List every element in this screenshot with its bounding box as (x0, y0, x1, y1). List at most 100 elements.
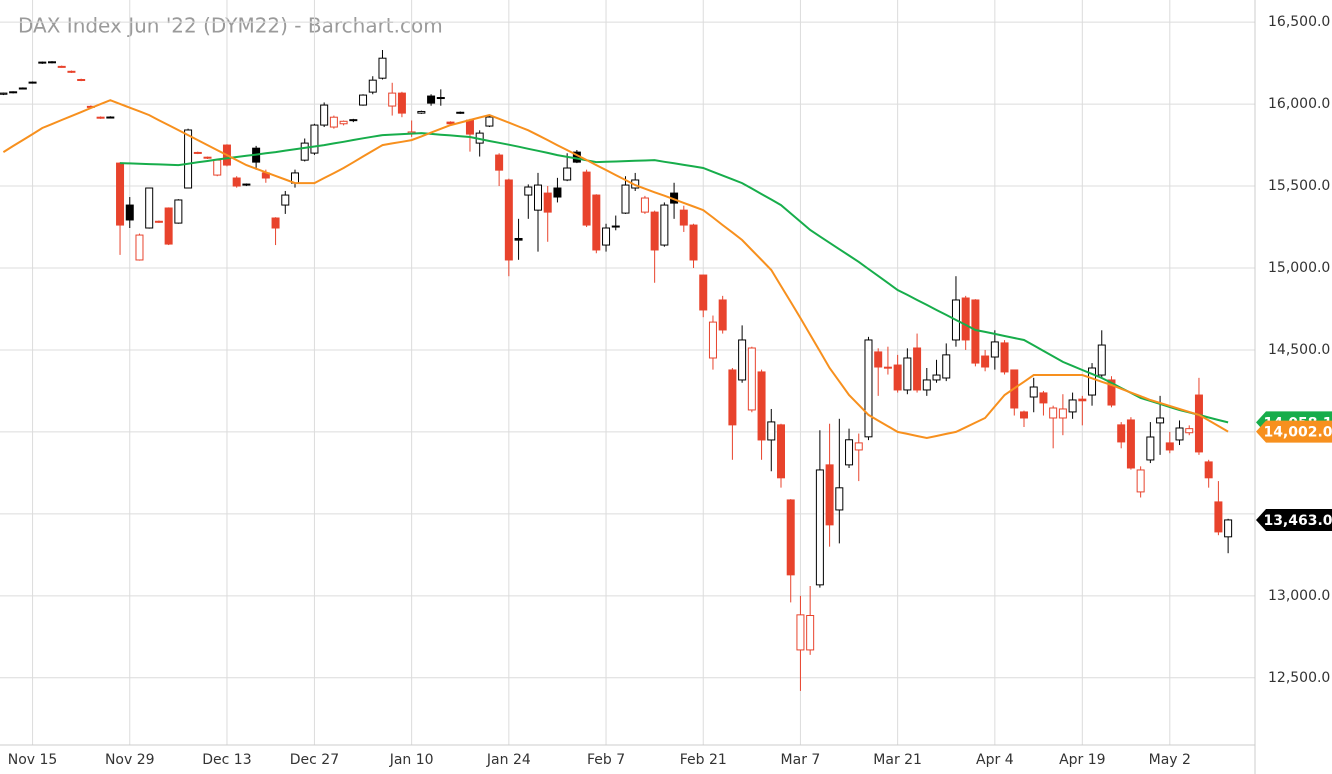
candle-body (534, 184, 542, 211)
candle-body (9, 91, 18, 94)
candle-body (368, 79, 377, 93)
candle-body (446, 121, 455, 125)
candle-body (845, 439, 854, 466)
ma-price-tag (1256, 420, 1332, 443)
candle-body (913, 347, 922, 391)
candle-body (1049, 407, 1058, 419)
x-tick-label: May 2 (1149, 752, 1191, 768)
candle-body (320, 104, 329, 126)
candle-body (932, 374, 941, 381)
candle-body (213, 159, 222, 176)
candle-body (281, 194, 290, 206)
candle-body (1185, 428, 1194, 434)
x-tick-label: Jan 24 (486, 752, 531, 768)
candle-body (893, 364, 902, 391)
candle-body (485, 116, 494, 127)
candle-body (777, 424, 785, 479)
y-tick-label: 12,500.0 (1268, 670, 1330, 686)
candle-body (1068, 399, 1077, 413)
candle-body (310, 124, 319, 154)
candle-body (611, 225, 620, 228)
x-tick-label: Apr 19 (1059, 752, 1105, 768)
candle-body (689, 224, 698, 261)
candle-body (1194, 394, 1203, 453)
candle-body (582, 171, 591, 226)
candle-body (1126, 419, 1135, 469)
candle-body (145, 187, 154, 229)
candle-body (359, 94, 368, 106)
candle-body (1117, 424, 1126, 443)
x-tick-label: Apr 4 (976, 752, 1014, 768)
candle-body (524, 186, 533, 196)
candles (0, 49, 1233, 691)
candle-body (349, 119, 358, 122)
candle-body (767, 421, 776, 441)
candle-body (106, 116, 115, 119)
moving-average-line (2, 99, 1229, 440)
candle-body (504, 179, 513, 261)
candle-body (835, 487, 844, 511)
candle-body (77, 78, 86, 81)
candle-body (514, 237, 523, 241)
y-tick-label: 16,500.0 (1268, 14, 1330, 30)
candle-body (543, 192, 552, 213)
candle-body (738, 339, 747, 381)
grid (0, 0, 1255, 745)
candle-body (378, 57, 387, 79)
candle-body (1000, 342, 1009, 373)
candle-body (427, 95, 436, 104)
candle-body (417, 110, 426, 114)
candle-body (679, 209, 688, 226)
candle-body (883, 366, 892, 369)
candle-body (300, 142, 309, 161)
candle-body (903, 357, 912, 391)
candle-body (990, 341, 999, 358)
candle-body (397, 92, 406, 114)
x-tick-label: Dec 27 (290, 752, 339, 768)
candle-body (621, 184, 630, 214)
candle-body (18, 87, 27, 90)
last-price-tag (1256, 508, 1332, 531)
y-tick-label: 16,000.0 (1268, 96, 1330, 112)
y-tick-label: 15,000.0 (1268, 260, 1330, 276)
candle-body (1107, 379, 1116, 406)
candle-body (1165, 442, 1174, 451)
candle-body (961, 297, 970, 341)
candle-body (942, 354, 951, 379)
candle-body (1078, 398, 1087, 402)
candle-body (602, 227, 611, 246)
candle-body (1146, 436, 1155, 461)
x-tick-label: Dec 13 (202, 752, 251, 768)
candle-body (1039, 392, 1048, 404)
candle-body (757, 371, 766, 441)
candle-body (1097, 344, 1106, 376)
last-price-tag-label: 13,463.0 (1263, 513, 1332, 529)
candle-body (1058, 408, 1067, 419)
candle-body (1156, 417, 1165, 424)
candle-body (864, 339, 873, 438)
candle-body (28, 81, 37, 84)
candle-body (874, 351, 883, 368)
candle-body (495, 154, 504, 171)
candle-body (67, 70, 76, 73)
candle-body (164, 207, 173, 245)
chart-title: DAX Index Jun '22 (DYM22) - Barchart.com (18, 14, 443, 38)
candle-body (125, 204, 134, 221)
candle-body (96, 116, 105, 119)
candle-body (456, 111, 465, 114)
candle-body (922, 379, 931, 391)
candle-body (825, 464, 834, 526)
candle-body (48, 61, 56, 64)
x-tick-label: Jan 10 (389, 752, 434, 768)
candle-body (329, 116, 338, 128)
x-tick-label: Nov 15 (8, 752, 58, 768)
candle-body (1088, 367, 1097, 396)
candle-body (650, 211, 659, 251)
candle-body (339, 120, 348, 125)
candle-body (193, 151, 202, 154)
candle-body (1029, 386, 1038, 398)
candle-body (728, 369, 737, 426)
candle-body (563, 167, 572, 181)
candle-body (660, 204, 669, 246)
